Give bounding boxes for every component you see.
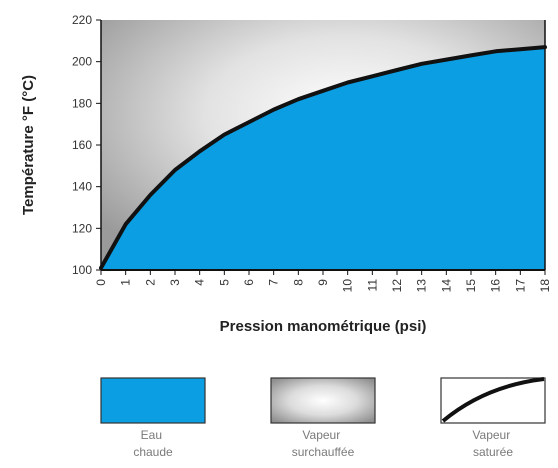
x-tick-label: 4	[193, 279, 207, 286]
y-tick-label: 200	[72, 55, 92, 69]
x-tick-label: 3	[168, 279, 182, 286]
legend-swatch-saturated-vapor	[440, 377, 546, 424]
legend-label-saturated-vapor: Vapeur saturée	[472, 428, 513, 459]
legend-swatch-superheated-vapor	[270, 377, 376, 424]
x-tick-label: 10	[341, 279, 355, 293]
legend: Eau chaude Vapeur surchauffée Vapeur sat…	[100, 377, 546, 459]
x-axis-title: Pression manométrique (psi)	[220, 318, 427, 335]
x-tick-label: 9	[316, 279, 330, 286]
y-tick-label: 220	[72, 13, 92, 27]
legend-saturated-curve	[441, 377, 545, 423]
legend-label-superheated-vapor: Vapeur surchauffée	[292, 428, 355, 459]
x-tick-label: 18	[538, 279, 552, 293]
x-tick-label: 0	[94, 279, 108, 286]
y-tick-label: 160	[72, 138, 92, 152]
y-axis-ticks: 100 120 140 160 180 200 220	[72, 13, 101, 277]
y-tick-label: 180	[72, 96, 92, 110]
x-tick-label: 12	[390, 279, 404, 293]
x-tick-label: 6	[242, 279, 256, 286]
x-axis-ticks: 0 1 2 3 4 5 6 7 8 9 10 11 12 13 14 15 16 17 18	[94, 270, 552, 292]
legend-label-hot-water: Eau chaude	[133, 428, 173, 459]
hot-water-area	[101, 47, 545, 270]
y-axis-title: Température °F (°C)	[20, 75, 37, 215]
y-tick-label: 140	[72, 180, 92, 194]
x-tick-label: 17	[513, 279, 527, 293]
x-tick-label: 8	[291, 279, 305, 286]
x-tick-label: 13	[415, 279, 429, 293]
y-tick-label: 100	[72, 263, 92, 277]
x-tick-label: 16	[489, 279, 503, 293]
x-tick-label: 11	[365, 279, 379, 292]
x-tick-label: 1	[119, 279, 133, 286]
y-tick-label: 120	[72, 221, 92, 235]
x-tick-label: 15	[464, 279, 478, 293]
x-tick-label: 5	[217, 279, 231, 286]
legend-swatch-hot-water	[100, 377, 206, 424]
x-tick-label: 2	[143, 279, 157, 286]
saturation-curve	[99, 45, 547, 270]
x-tick-label: 7	[267, 279, 281, 286]
x-tick-label: 14	[439, 279, 453, 293]
